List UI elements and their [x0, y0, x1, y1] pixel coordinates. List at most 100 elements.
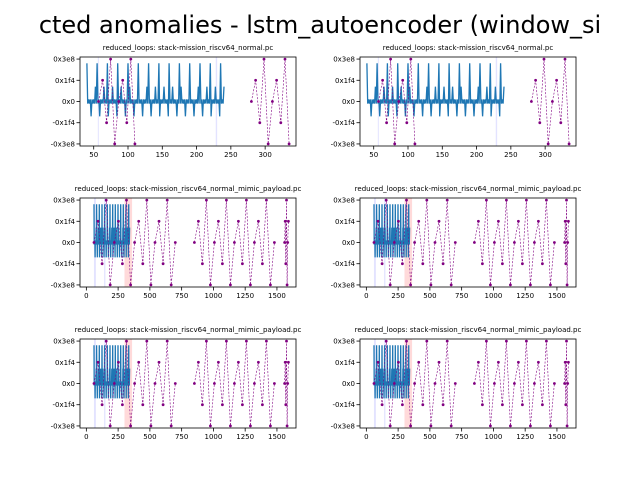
- x-tick-label: 1000: [484, 433, 502, 441]
- x-tick-label: 500: [423, 433, 436, 441]
- anomaly-point: [553, 241, 556, 244]
- x-tick-label: 1500: [548, 292, 566, 300]
- x-tick-label: 300: [538, 151, 551, 159]
- anomaly-point: [489, 283, 492, 287]
- y-tick-label: 0x3e8: [333, 56, 355, 64]
- x-tick-label: 1000: [484, 292, 502, 300]
- x-tick-label: 250: [224, 151, 237, 159]
- y-tick-label: -0x3e8: [331, 422, 355, 430]
- y-tick-label: 0x0: [62, 239, 75, 247]
- subplot-title: reduced_loops: stack-mission_riscv64_nor…: [75, 185, 302, 193]
- anomaly-point: [287, 360, 290, 364]
- anomaly-point: [549, 424, 552, 428]
- x-tick-label: 0: [84, 292, 88, 300]
- anomaly-point: [117, 100, 121, 103]
- subplot-5: reduced_loops: stack-mission_riscv64_nor…: [51, 326, 302, 441]
- anomaly-point: [529, 283, 532, 287]
- anomaly-point: [133, 142, 137, 146]
- subplot-grid: reduced_loops: stack-mission_riscv64_nor…: [51, 44, 582, 441]
- anomaly-point: [253, 382, 256, 385]
- anomaly-point: [565, 283, 569, 287]
- y-tick-label: 0x1f4: [335, 77, 356, 85]
- y-tick-label: 0x3e8: [333, 197, 355, 205]
- x-tick-label: 500: [143, 292, 156, 300]
- anomaly-point: [565, 424, 569, 428]
- x-tick-label: 1250: [516, 292, 534, 300]
- anomaly-series-2: [251, 59, 290, 144]
- y-tick-label: -0x1f4: [333, 119, 356, 127]
- y-tick-label: 0x3e8: [53, 56, 75, 64]
- anomaly-point: [551, 100, 554, 103]
- anomaly-point: [266, 142, 270, 146]
- anomaly-point: [129, 283, 133, 287]
- x-tick-label: 250: [111, 292, 124, 300]
- anomaly-point: [449, 283, 453, 287]
- y-tick-label: 0x1f4: [55, 218, 76, 226]
- anomaly-point: [273, 382, 276, 385]
- anomaly-point: [108, 424, 112, 428]
- x-tick-label: 150: [156, 151, 169, 159]
- anomaly-point: [213, 241, 216, 244]
- y-tick-label: -0x3e8: [331, 281, 355, 289]
- subplot-title: reduced_loops: stack-mission_riscv64_nor…: [383, 44, 554, 52]
- subplot-title: reduced_loops: stack-mission_riscv64_nor…: [75, 326, 302, 334]
- anomaly-point: [509, 283, 512, 287]
- x-tick-label: 1250: [516, 433, 534, 441]
- x-tick-label: 500: [423, 292, 436, 300]
- signal-series: [366, 63, 505, 117]
- anomaly-series-1: [98, 59, 136, 144]
- anomaly-point: [287, 219, 290, 223]
- subplot-title: reduced_loops: stack-mission_riscv64_nor…: [355, 185, 582, 193]
- anomaly-point: [513, 382, 516, 385]
- anomaly-point: [513, 241, 516, 244]
- x-tick-label: 0: [84, 433, 88, 441]
- x-tick-label: 750: [175, 433, 188, 441]
- anomaly-point: [249, 424, 252, 428]
- x-tick-label: 50: [369, 151, 378, 159]
- x-tick-label: 1500: [268, 433, 286, 441]
- y-tick-label: 0x1f4: [55, 77, 76, 85]
- anomaly-point: [173, 382, 177, 385]
- anomaly-point: [413, 142, 417, 146]
- anomaly-point: [285, 424, 289, 428]
- anomaly-series-3: [284, 341, 289, 426]
- anomaly-point: [429, 424, 433, 428]
- x-tick-label: 750: [455, 292, 468, 300]
- anomaly-point: [133, 241, 137, 244]
- anomaly-point: [273, 241, 276, 244]
- subplot-4: reduced_loops: stack-mission_riscv64_nor…: [331, 185, 582, 300]
- anomaly-point: [533, 241, 536, 244]
- y-tick-label: 0x0: [342, 98, 355, 106]
- anomaly-point: [567, 219, 570, 223]
- y-tick-label: 0x0: [342, 239, 355, 247]
- anomaly-point: [153, 241, 157, 244]
- signal-series: [86, 63, 225, 117]
- anomaly-point: [549, 283, 552, 287]
- anomaly-point: [249, 283, 252, 287]
- x-tick-label: 250: [111, 433, 124, 441]
- anomaly-series-3: [284, 200, 289, 285]
- signal-series: [373, 204, 411, 258]
- y-tick-label: -0x1f4: [333, 401, 356, 409]
- x-tick-label: 1250: [236, 433, 254, 441]
- anomaly-point: [453, 241, 457, 244]
- y-tick-label: -0x1f4: [53, 119, 76, 127]
- y-tick-label: -0x3e8: [51, 140, 75, 148]
- x-tick-label: 50: [89, 151, 98, 159]
- anomaly-point: [546, 142, 550, 146]
- y-tick-label: 0x1f4: [55, 359, 76, 367]
- anomaly-point: [393, 142, 397, 146]
- anomaly-point: [229, 283, 232, 287]
- anomaly-point: [449, 424, 453, 428]
- anomaly-point: [113, 142, 117, 146]
- anomaly-point: [413, 241, 416, 244]
- anomaly-point: [173, 241, 177, 244]
- anomaly-point: [253, 241, 256, 244]
- x-tick-label: 1500: [548, 433, 566, 441]
- x-tick-label: 250: [391, 433, 404, 441]
- x-tick-label: 1250: [236, 292, 254, 300]
- anomaly-point: [392, 241, 396, 244]
- y-tick-label: -0x3e8: [51, 281, 75, 289]
- x-tick-label: 750: [455, 433, 468, 441]
- anomaly-point: [567, 142, 571, 146]
